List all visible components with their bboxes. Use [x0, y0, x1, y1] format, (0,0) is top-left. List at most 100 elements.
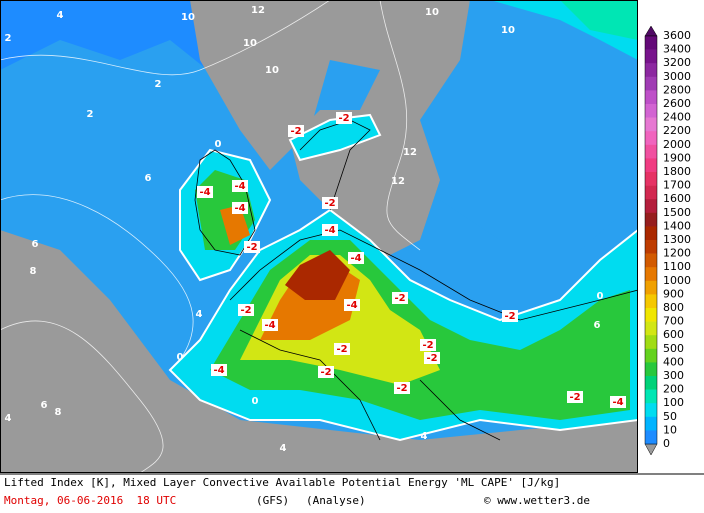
- legend-label: 700: [663, 315, 684, 328]
- legend-swatch: [645, 226, 657, 241]
- label-box: [344, 299, 360, 311]
- contour-label: -2: [320, 367, 331, 378]
- label-box: [318, 366, 334, 378]
- legend-label: 3400: [663, 43, 691, 56]
- label-box: [322, 197, 338, 209]
- legend-swatch: [645, 63, 657, 78]
- legend-swatch: [645, 144, 657, 159]
- contour-label: 8: [55, 407, 62, 418]
- contour-label: -4: [350, 253, 361, 264]
- legend-swatch: [645, 389, 657, 404]
- label-box: [610, 396, 626, 408]
- legend-swatch: [645, 158, 657, 173]
- legend-swatch: [645, 403, 657, 418]
- contour-label: 6: [41, 400, 48, 411]
- legend-label: 2000: [663, 138, 691, 151]
- map-frame: [0, 0, 638, 473]
- legend-arrow-bottom: [644, 443, 658, 456]
- legend-label: 2600: [663, 97, 691, 110]
- contour-label: -4: [234, 203, 245, 214]
- legend-swatch: [645, 49, 657, 64]
- model: (GFS): [256, 494, 289, 507]
- legend-swatch: [645, 376, 657, 390]
- legend-label: 1400: [663, 219, 691, 232]
- contour-label: 0: [597, 291, 604, 302]
- legend-label: 0: [663, 437, 670, 450]
- contour-label: 12: [403, 147, 417, 158]
- contour-label: 10: [243, 38, 257, 49]
- legend-swatch: [645, 240, 657, 254]
- label-box: [288, 125, 304, 137]
- contour-label: 8: [30, 266, 37, 277]
- legend-swatch: [645, 172, 657, 186]
- contour-label: 6: [594, 320, 601, 331]
- coastlines: [194, 119, 639, 441]
- contour-label: 10: [181, 12, 195, 23]
- label-box: [238, 304, 254, 316]
- contour-label: 4: [421, 431, 428, 442]
- legend-swatch: [645, 430, 657, 445]
- legend-label: 3200: [663, 56, 691, 69]
- legend-label: 10: [663, 423, 677, 436]
- contour-label: -2: [246, 242, 257, 253]
- legend-swatch: [645, 321, 657, 336]
- contour-label: 4: [196, 309, 203, 320]
- label-box: [420, 339, 436, 351]
- legend-label: 400: [663, 355, 684, 368]
- legend-swatch: [645, 185, 657, 200]
- legend-label: 500: [663, 342, 684, 355]
- contour-label: 6: [32, 239, 39, 250]
- legend-swatch: [645, 348, 657, 363]
- legend-label: 1800: [663, 165, 691, 178]
- cape-area: [288, 113, 382, 162]
- legend-label: 2200: [663, 124, 691, 137]
- contour-labels: 4 10 12 10 10 2 2 2 10 10 -2 -2 12 12 0 -4 -4 -4 -2 -4 -2 -4 -…: [5, 5, 626, 454]
- label-box: [232, 180, 248, 192]
- contour-label: 4: [57, 10, 64, 21]
- legend-swatch: [645, 280, 657, 295]
- legend-swatch: [645, 335, 657, 350]
- contour-label: 10: [425, 7, 439, 18]
- legend-swatch: [645, 294, 657, 309]
- contour-label: 6: [145, 173, 152, 184]
- legend-label: 2800: [663, 83, 691, 96]
- map: 4 10 12 10 10 2 2 2 10 10 -2 -2 12 12 0 -4 -4 -4 -2 -4 -2 -4 -…: [0, 0, 639, 474]
- legend-label: 1100: [663, 260, 691, 273]
- label-box: [262, 319, 278, 331]
- label-box: [567, 391, 583, 403]
- contour-label: -4: [264, 320, 275, 331]
- legend-label: 1300: [663, 233, 691, 246]
- contour-label: -2: [504, 311, 515, 322]
- contour-label: 10: [265, 65, 279, 76]
- label-box: [502, 310, 518, 322]
- label-box: [348, 252, 364, 264]
- legend-swatch: [645, 416, 657, 431]
- contour-label: -2: [422, 340, 433, 351]
- legend-label: 1200: [663, 247, 691, 260]
- legend-label: 600: [663, 328, 684, 341]
- cape-area: [440, 0, 638, 250]
- legend-swatch: [645, 117, 657, 132]
- legend-swatch: [645, 308, 657, 322]
- legend-label: 800: [663, 301, 684, 314]
- contour-label: 12: [251, 5, 265, 16]
- cape-area: [220, 205, 250, 245]
- legend-arrow-top: [644, 25, 658, 37]
- legend-label: 3000: [663, 70, 691, 83]
- legend-label: 1700: [663, 179, 691, 192]
- contour-label: -2: [569, 392, 580, 403]
- label-box: [232, 202, 248, 214]
- date: Montag, 06-06-2016 18 UTC: [4, 494, 176, 507]
- contour-label: -2: [324, 198, 335, 209]
- contour-label: 2: [155, 79, 162, 90]
- contour-label: 0: [215, 139, 222, 150]
- contour-label: -4: [612, 397, 623, 408]
- label-box: [392, 292, 408, 304]
- label-box: [336, 112, 352, 124]
- cape-area: [285, 250, 350, 300]
- legend-swatch: [645, 131, 657, 146]
- contour-label: -2: [394, 293, 405, 304]
- legend-label: 2400: [663, 111, 691, 124]
- contour-label: -4: [346, 300, 357, 311]
- legend-swatch: [645, 36, 657, 50]
